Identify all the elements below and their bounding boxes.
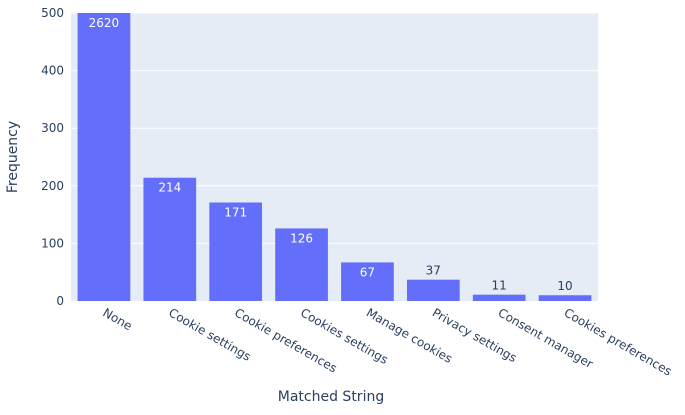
y-axis-ticks: 0 100 200 300 400 500: [41, 6, 64, 308]
data-labels: 2620 214 171 126 67 37 11 10: [89, 16, 573, 293]
x-axis-title: Matched String: [278, 389, 384, 405]
bar: [209, 202, 263, 301]
y-tick-label: 500: [41, 6, 64, 20]
bar-value-label: 126: [290, 231, 313, 245]
bar: [538, 295, 592, 301]
y-tick-label: 300: [41, 121, 64, 135]
bar: [77, 13, 131, 301]
bar-value-label: 11: [492, 279, 507, 293]
bars: [77, 13, 592, 301]
bar-value-label: 37: [426, 264, 441, 278]
y-tick-label: 0: [56, 294, 64, 308]
bar-value-label: 10: [557, 279, 572, 293]
y-axis-title: Frequency: [5, 121, 21, 193]
bar: [472, 294, 526, 301]
bar-value-label: 2620: [89, 16, 120, 30]
bar: [275, 228, 328, 301]
bar: [406, 279, 460, 301]
bar-value-label: 214: [158, 181, 181, 195]
x-tick-label: Cookies preferences: [562, 305, 675, 378]
y-tick-label: 400: [41, 64, 64, 78]
bar: [143, 177, 197, 301]
bar: [341, 262, 394, 301]
y-tick-label: 100: [41, 236, 64, 250]
x-tick-label: None: [100, 305, 134, 333]
y-tick-label: 200: [41, 179, 64, 193]
bar-value-label: 171: [224, 206, 247, 220]
bar-value-label: 67: [360, 265, 375, 279]
